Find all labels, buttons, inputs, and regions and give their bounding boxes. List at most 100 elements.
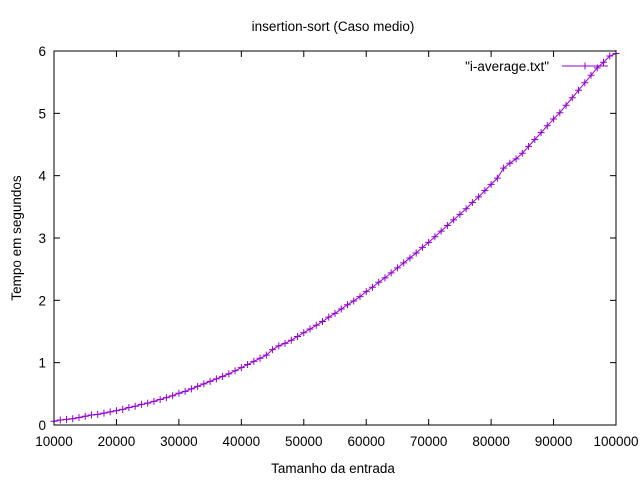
data-point — [606, 52, 614, 60]
data-point — [356, 293, 364, 301]
data-point — [343, 301, 351, 309]
data-point — [250, 357, 258, 365]
data-point — [368, 283, 376, 291]
data-point — [362, 288, 370, 296]
series-line — [53, 53, 617, 422]
data-point — [406, 254, 414, 262]
data-point — [475, 193, 483, 201]
x-tick-label: 50000 — [285, 434, 323, 449]
data-point — [262, 351, 270, 359]
data-point — [400, 259, 408, 267]
data-point — [525, 142, 533, 150]
data-point — [287, 336, 295, 344]
x-tick-label: 90000 — [535, 434, 573, 449]
x-tick-label: 100000 — [593, 434, 638, 449]
data-point — [100, 409, 108, 417]
x-tick-label: 70000 — [410, 434, 448, 449]
data-point — [325, 313, 333, 321]
data-point — [481, 187, 489, 195]
data-point — [62, 415, 70, 423]
data-point — [194, 382, 202, 390]
data-point — [175, 389, 183, 397]
data-point — [125, 404, 133, 412]
x-tick-label: 60000 — [347, 434, 385, 449]
data-point — [131, 402, 139, 410]
y-tick-label: 2 — [38, 293, 46, 308]
data-point — [275, 342, 283, 350]
data-point — [568, 94, 576, 102]
data-point — [162, 394, 170, 402]
data-point — [562, 101, 570, 109]
legend-marker — [581, 62, 589, 70]
data-point — [225, 370, 233, 378]
x-axis-title: Tamanho da entrada — [271, 461, 395, 476]
y-tick-label: 5 — [38, 106, 46, 121]
data-point — [75, 414, 83, 422]
data-point — [281, 339, 289, 347]
data-point — [150, 397, 158, 405]
data-point — [331, 309, 339, 317]
data-point — [294, 332, 302, 340]
data-point — [237, 364, 245, 372]
data-point — [468, 198, 476, 206]
y-tick-label: 0 — [38, 418, 46, 433]
x-tick-label: 80000 — [472, 434, 510, 449]
data-point — [312, 321, 320, 329]
data-point — [506, 159, 514, 167]
x-tick-label: 20000 — [98, 434, 136, 449]
ticks-layer: 10000 20000 30000 40000 50000 60000 70000 80000… — [35, 44, 638, 449]
data-point — [437, 227, 445, 235]
x-tick-label: 30000 — [160, 434, 198, 449]
data-point — [518, 149, 526, 157]
data-point — [393, 264, 401, 272]
data-point — [537, 129, 545, 137]
data-point — [306, 325, 314, 333]
data-point — [144, 399, 152, 407]
series-layer — [50, 49, 620, 425]
data-point — [187, 385, 195, 393]
data-point — [106, 408, 114, 416]
data-point — [431, 233, 439, 241]
plot-frame — [53, 50, 617, 426]
data-point — [418, 243, 426, 251]
data-point — [200, 380, 208, 388]
data-point — [244, 361, 252, 369]
data-point — [575, 86, 583, 94]
chart-title: insertion-sort (Caso medio) — [252, 19, 415, 34]
data-point — [269, 346, 277, 354]
data-point — [119, 405, 127, 413]
data-point — [450, 216, 458, 224]
data-point — [550, 115, 558, 123]
legend-label: "i-average.txt" — [465, 59, 549, 74]
data-point — [69, 415, 77, 423]
data-point — [112, 407, 120, 415]
data-point — [587, 71, 595, 79]
data-point — [56, 416, 64, 424]
x-tick-label: 40000 — [223, 434, 261, 449]
data-point — [543, 122, 551, 130]
data-point — [319, 318, 327, 326]
data-point — [375, 278, 383, 286]
data-point — [512, 155, 520, 163]
data-point — [556, 109, 564, 117]
data-point — [219, 372, 227, 380]
data-point — [581, 79, 589, 87]
data-point — [500, 164, 508, 172]
data-point — [181, 387, 189, 395]
data-point — [425, 238, 433, 246]
y-tick-label: 1 — [38, 356, 46, 371]
data-point — [156, 395, 164, 403]
x-tick-label: 10000 — [35, 434, 73, 449]
y-tick-label: 4 — [38, 169, 46, 184]
y-tick-label: 6 — [38, 44, 46, 59]
data-point — [212, 375, 220, 383]
data-point — [169, 392, 177, 400]
data-point — [350, 297, 358, 305]
data-point — [81, 412, 89, 420]
data-point — [206, 377, 214, 385]
data-point — [456, 210, 464, 218]
data-point — [337, 305, 345, 313]
data-point — [256, 354, 264, 362]
data-point — [87, 411, 95, 419]
